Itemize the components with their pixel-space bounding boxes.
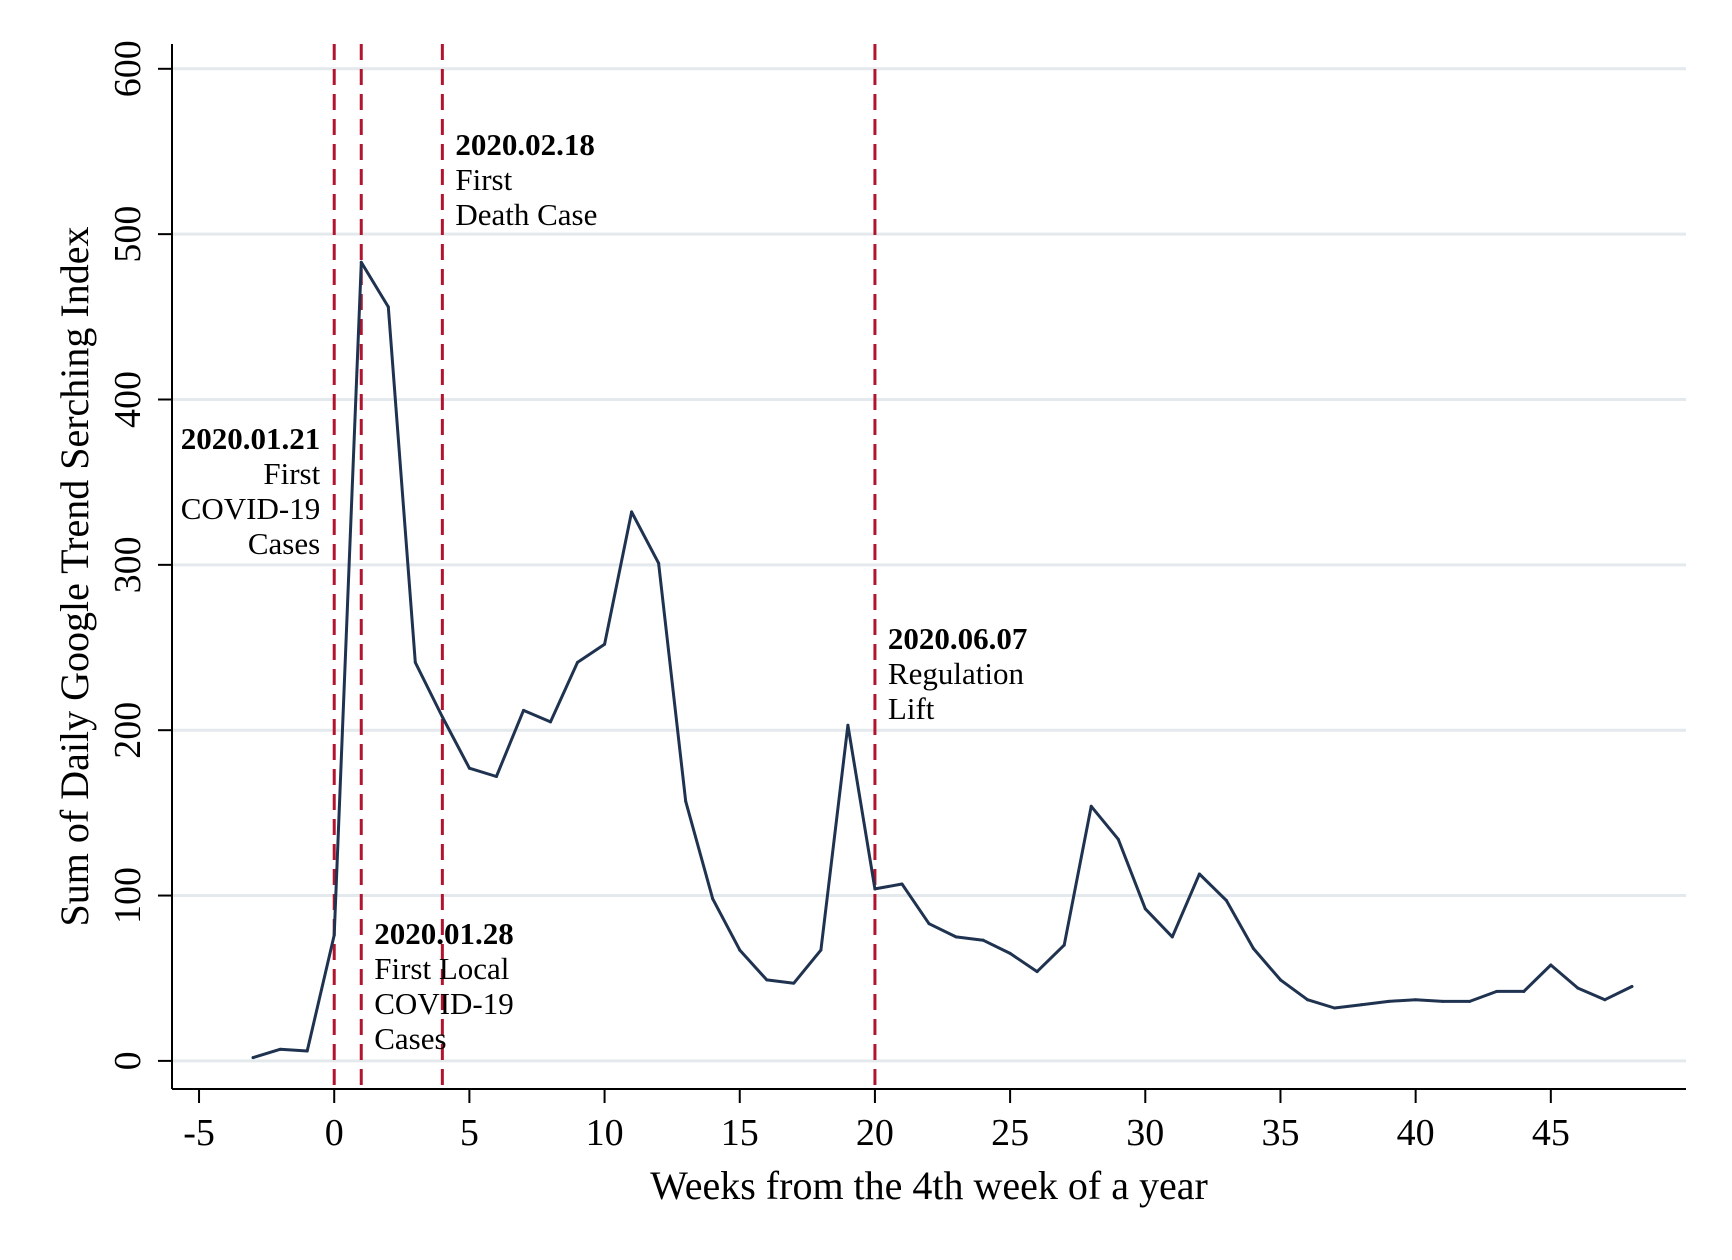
data-point bbox=[251, 1056, 255, 1060]
data-point bbox=[1522, 989, 1526, 993]
data-point bbox=[765, 978, 769, 982]
annotation-date: 2020.01.28 bbox=[374, 916, 514, 951]
data-point bbox=[1603, 998, 1607, 1002]
x-tick-label: 15 bbox=[721, 1112, 759, 1154]
data-point bbox=[1035, 970, 1039, 974]
data-point bbox=[1062, 943, 1066, 947]
data-point bbox=[278, 1047, 282, 1051]
data-point bbox=[305, 1049, 309, 1053]
x-tick-label: 5 bbox=[460, 1112, 479, 1154]
data-point bbox=[603, 642, 607, 646]
data-point bbox=[1143, 907, 1147, 911]
data-point bbox=[467, 766, 471, 770]
data-point bbox=[684, 799, 688, 803]
data-point bbox=[1333, 1006, 1337, 1010]
x-tick-label: 35 bbox=[1261, 1112, 1299, 1154]
data-point bbox=[1468, 999, 1472, 1003]
data-point bbox=[954, 935, 958, 939]
data-point bbox=[1387, 999, 1391, 1003]
x-tick-label: 40 bbox=[1397, 1112, 1435, 1154]
annotation-date: 2020.06.07 bbox=[888, 621, 1028, 656]
data-point bbox=[1630, 984, 1634, 988]
data-point bbox=[657, 561, 661, 565]
data-point bbox=[359, 260, 363, 264]
annotation-line: Cases bbox=[248, 526, 320, 561]
data-point bbox=[1495, 989, 1499, 993]
data-point bbox=[576, 660, 580, 664]
annotation-line: Death Case bbox=[455, 197, 597, 232]
data-point bbox=[1116, 837, 1120, 841]
data-point bbox=[819, 948, 823, 952]
data-point bbox=[630, 510, 634, 514]
x-axis-label: Weeks from the 4th week of a year bbox=[650, 1163, 1208, 1208]
series-lines bbox=[251, 260, 1634, 1060]
data-point bbox=[1360, 1003, 1364, 1007]
annotation-line: Lift bbox=[888, 691, 935, 726]
data-point bbox=[1441, 999, 1445, 1003]
data-point bbox=[846, 723, 850, 727]
data-point bbox=[738, 948, 742, 952]
annotation-line: Regulation bbox=[888, 656, 1025, 691]
data-point bbox=[792, 981, 796, 985]
data-point bbox=[1251, 946, 1255, 950]
data-point bbox=[711, 897, 715, 901]
annotation-line: Cases bbox=[374, 1021, 446, 1056]
data-point bbox=[1224, 899, 1228, 903]
x-tick-label: 30 bbox=[1126, 1112, 1164, 1154]
axes: -5 0 5 10 15 20 25 30 35 40 45 0 100 200 300 400 500 600 bbox=[107, 40, 1686, 1154]
x-tick-label: 45 bbox=[1532, 1112, 1570, 1154]
series-line bbox=[251, 260, 1634, 1060]
annotation-line: First bbox=[263, 456, 320, 491]
annotation-line: COVID-19 bbox=[181, 491, 321, 526]
annotation-line: First bbox=[455, 162, 512, 197]
y-tick-label: 500 bbox=[107, 206, 149, 263]
y-tick-label: 400 bbox=[107, 371, 149, 428]
gridlines bbox=[172, 67, 1686, 1063]
annotation-line: COVID-19 bbox=[374, 986, 514, 1021]
y-tick-label: 200 bbox=[107, 702, 149, 759]
data-point bbox=[1278, 978, 1282, 982]
data-point bbox=[1170, 935, 1174, 939]
event-annotations: 2020.01.21FirstCOVID-19Cases2020.01.28Fi… bbox=[181, 127, 1028, 1056]
data-point bbox=[1197, 872, 1201, 876]
annotation-date: 2020.01.21 bbox=[181, 421, 321, 456]
data-point bbox=[1414, 998, 1418, 1002]
data-point bbox=[386, 305, 390, 309]
data-point bbox=[981, 938, 985, 942]
data-point bbox=[413, 660, 417, 664]
data-point bbox=[900, 882, 904, 886]
x-tick-label: 0 bbox=[325, 1112, 344, 1154]
x-tick-label: -5 bbox=[183, 1112, 215, 1154]
x-tick-label: 20 bbox=[856, 1112, 894, 1154]
annotation-line: First Local bbox=[374, 951, 509, 986]
data-point bbox=[549, 720, 552, 724]
data-point bbox=[1089, 804, 1093, 808]
data-point bbox=[494, 774, 498, 778]
x-tick-label: 25 bbox=[991, 1112, 1029, 1154]
data-point bbox=[1549, 963, 1553, 967]
y-tick-label: 0 bbox=[107, 1051, 149, 1070]
data-point bbox=[1306, 998, 1309, 1002]
x-tick-label: 10 bbox=[586, 1112, 624, 1154]
data-point bbox=[927, 922, 931, 926]
y-tick-label: 600 bbox=[107, 40, 149, 97]
y-tick-label: 300 bbox=[107, 536, 149, 593]
data-point bbox=[1576, 986, 1580, 990]
y-axis-label: Sum of Daily Google Trend Serching Index bbox=[52, 227, 97, 927]
annotation-date: 2020.02.18 bbox=[455, 127, 595, 162]
data-point bbox=[1008, 951, 1012, 955]
data-point bbox=[521, 708, 525, 712]
data-point bbox=[873, 887, 877, 891]
data-point bbox=[332, 933, 336, 937]
y-tick-label: 100 bbox=[107, 867, 149, 924]
data-point bbox=[440, 715, 444, 719]
